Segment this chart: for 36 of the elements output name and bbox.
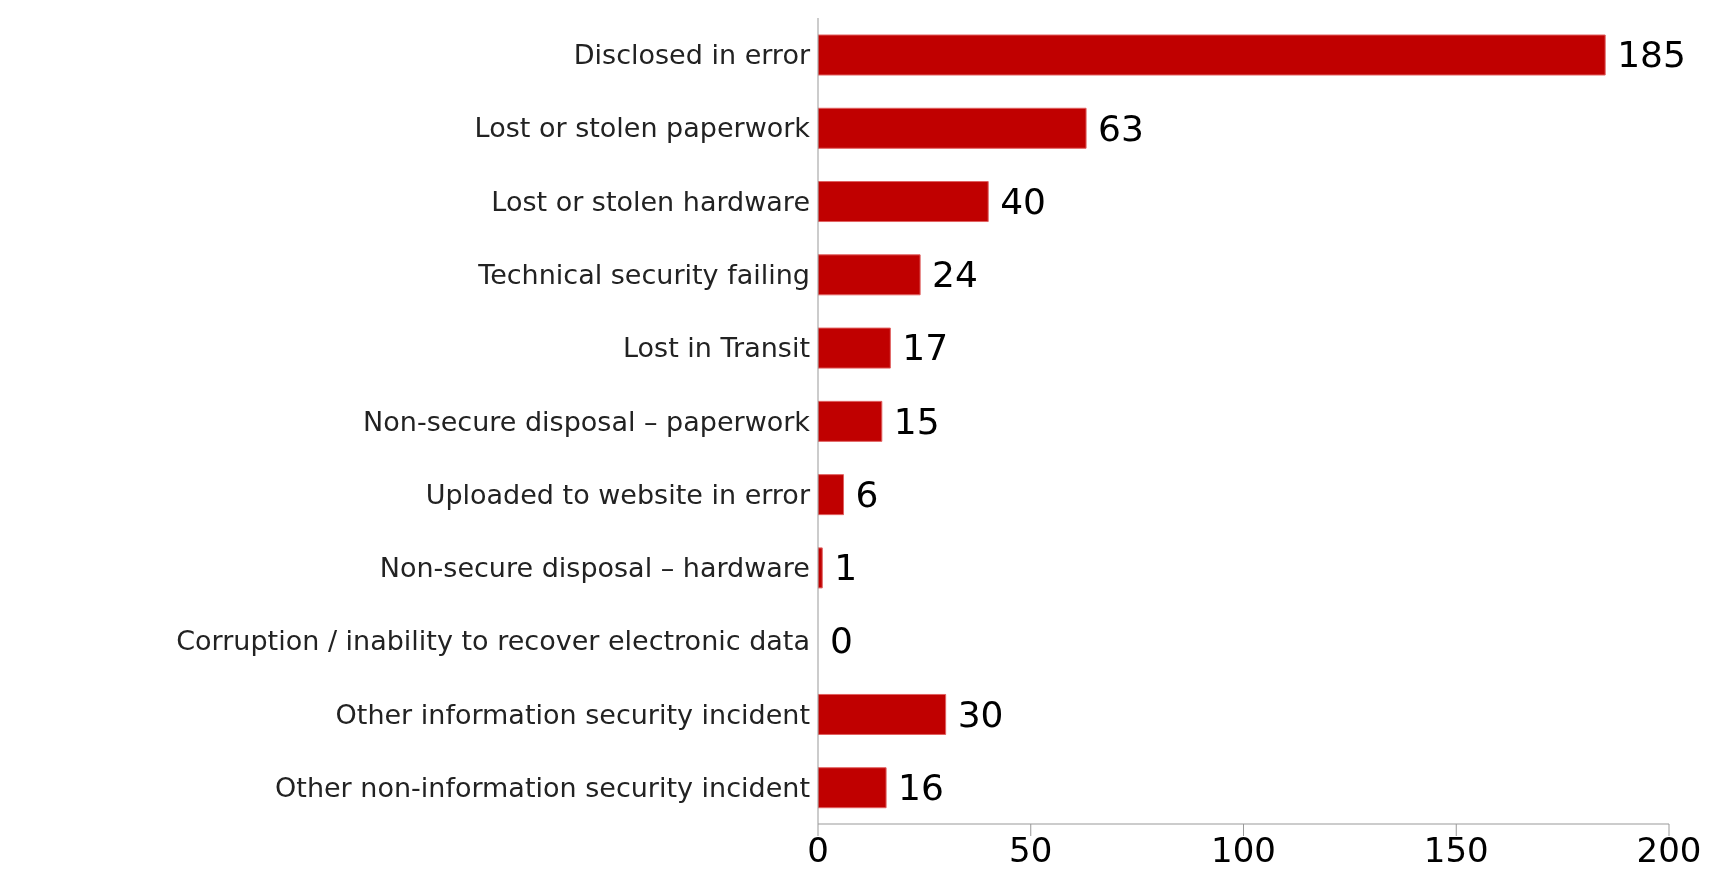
y-tick-label: Other information security incident [335,698,810,730]
y-tick-label: Non-secure disposal – paperwork [363,405,811,437]
y-tick-label: Corruption / inability to recover electronic data [176,625,810,657]
y-tick-label: Non-secure disposal – hardware [379,552,810,584]
bar [818,693,947,735]
data-label: 6 [855,473,879,515]
bar [818,254,921,296]
data-label: 17 [902,327,949,369]
bar [818,327,891,369]
y-tick-label: Disclosed in error [573,39,811,71]
y-tick-label: Lost or stolen paperwork [474,112,811,144]
x-tick-label: 150 [1423,830,1489,871]
x-tick-label: 0 [807,830,829,871]
bar [818,107,1087,149]
x-tick-label: 200 [1636,830,1702,871]
y-tick-label: Uploaded to website in error [425,478,811,510]
bar [818,767,887,809]
y-tick-label: Lost or stolen hardware [491,185,810,217]
bar [818,400,883,442]
data-label: 63 [1098,107,1144,149]
data-label: 30 [957,693,1004,735]
data-label: 16 [898,766,944,808]
data-label: 1 [834,547,858,589]
x-tick-label: 100 [1211,830,1276,871]
data-label: 185 [1617,34,1686,76]
bar [818,34,1606,76]
y-tick-label: Technical security failing [477,259,810,291]
y-tick-label: Other non-information security incident [275,771,810,803]
x-tick-label: 50 [1009,830,1053,871]
y-tick-label: Lost in Transit [623,332,810,364]
data-label: 24 [932,254,978,296]
bar [818,474,845,516]
bar [818,181,989,223]
data-label: 40 [1000,180,1047,222]
data-label: 0 [830,620,853,662]
data-label: 15 [893,400,940,442]
